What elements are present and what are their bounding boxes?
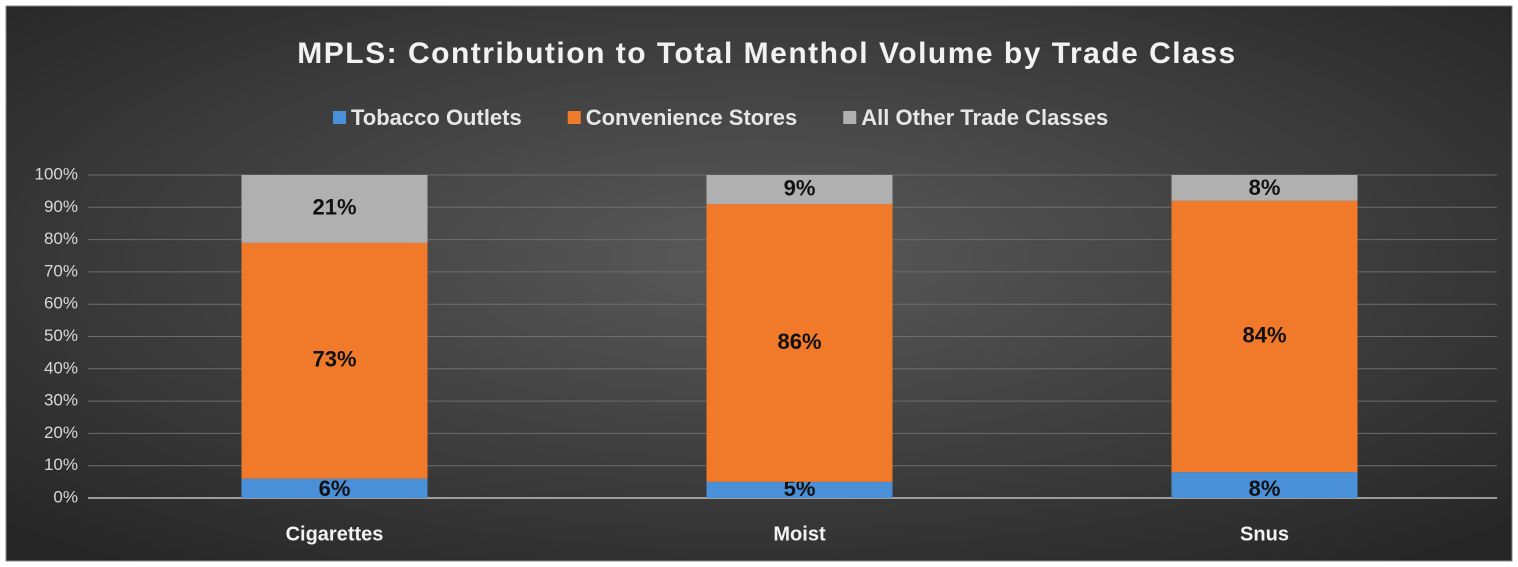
data-label: 8% (1249, 175, 1281, 200)
y-tick-label: 50% (44, 326, 78, 345)
bar-segment (241, 242, 428, 479)
data-label: 21% (312, 195, 356, 220)
x-tick-label: Snus (1240, 523, 1289, 545)
y-tick-label: 0% (53, 487, 78, 506)
x-tick-label: Moist (773, 523, 826, 545)
legend-label: Tobacco Outlets (351, 105, 522, 130)
data-label: 84% (1242, 322, 1286, 347)
bar-segment (1171, 472, 1358, 498)
y-tick-label: 70% (44, 261, 78, 280)
legend-swatch (333, 111, 346, 124)
y-tick-label: 100% (35, 164, 78, 183)
data-label: 9% (784, 175, 816, 200)
legend-swatch (567, 111, 581, 124)
y-tick-label: 90% (44, 197, 78, 216)
legend-swatch (843, 111, 857, 124)
bar-segment (706, 204, 893, 482)
y-tick-label: 10% (44, 455, 78, 474)
y-tick-label: 30% (44, 391, 78, 410)
y-tick-label: 80% (44, 229, 78, 248)
legend-label: Convenience Stores (586, 105, 798, 130)
bar-segment (1171, 200, 1358, 473)
y-tick-label: 60% (44, 294, 78, 313)
data-label: 86% (777, 329, 821, 354)
data-label: 73% (312, 347, 356, 372)
bar-segment (241, 478, 428, 498)
x-tick-label: Cigarettes (286, 523, 384, 545)
data-label: 6% (319, 476, 351, 501)
bar-segment (1171, 175, 1358, 201)
data-label: 8% (1249, 476, 1281, 501)
bar-segment (706, 481, 893, 498)
bar-segment (241, 175, 428, 243)
chart-title: MPLS: Contribution to Total Menthol Volu… (297, 37, 1236, 70)
bar-segment (706, 175, 893, 205)
y-tick-label: 20% (44, 423, 78, 442)
y-tick-label: 40% (44, 358, 78, 377)
legend-label: All Other Trade Classes (861, 105, 1108, 130)
